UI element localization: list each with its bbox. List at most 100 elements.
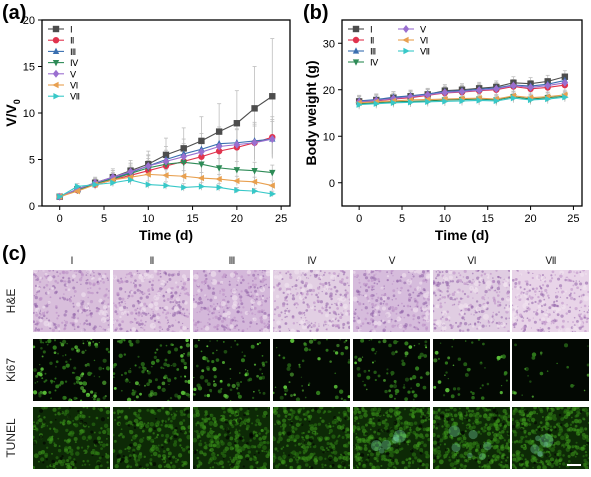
legend-marker <box>352 36 360 44</box>
micrograph-he-1 <box>33 270 110 332</box>
data-point <box>251 187 259 195</box>
y-tick-label: 15 <box>23 62 35 74</box>
x-tick-label: 25 <box>567 213 579 225</box>
data-point <box>162 172 169 179</box>
x-axis-label: Time (d) <box>139 227 193 243</box>
data-point <box>216 184 223 191</box>
plot-frame <box>341 19 583 207</box>
data-point <box>269 93 276 100</box>
data-point <box>424 90 431 99</box>
data-point <box>73 187 81 195</box>
column-label: Ⅵ <box>467 256 477 267</box>
legend-marker <box>352 59 360 66</box>
data-point <box>233 140 241 149</box>
y-tick-label: 20 <box>23 15 35 27</box>
data-point <box>527 96 535 104</box>
y-tick-label: 0 <box>29 201 35 213</box>
data-point <box>215 142 223 151</box>
data-point <box>442 98 449 105</box>
legend-label: Ⅱ <box>370 36 374 46</box>
micrograph-ki67-6 <box>433 339 510 401</box>
x-axis-label: Time (d) <box>435 227 489 243</box>
data-point <box>198 148 205 157</box>
y-axis-label: Body weight (g) <box>303 61 319 166</box>
data-point <box>510 94 518 102</box>
data-point <box>459 97 466 105</box>
data-point <box>179 173 187 180</box>
x-tick-label: 15 <box>482 213 494 225</box>
legend-label: Ⅴ <box>70 69 77 79</box>
legend-marker <box>402 25 410 33</box>
micrograph-he-2 <box>113 270 190 332</box>
data-point <box>251 168 258 175</box>
column-label: Ⅱ <box>149 256 155 267</box>
legend-label: Ⅶ <box>70 92 80 102</box>
legend-marker <box>52 60 60 67</box>
legend-label: Ⅳ <box>70 58 79 68</box>
data-point <box>493 97 501 105</box>
data-point <box>198 183 206 190</box>
data-point <box>356 101 363 108</box>
data-point <box>250 178 258 186</box>
micrograph-tunel-2 <box>113 407 190 469</box>
data-point <box>163 182 170 189</box>
data-point <box>545 95 552 103</box>
data-point <box>144 171 151 178</box>
data-point <box>527 83 534 92</box>
column-label: Ⅶ <box>545 256 557 267</box>
micrograph-he-6 <box>433 270 510 332</box>
data-point <box>180 159 187 167</box>
legend-label: Ⅱ <box>70 36 74 46</box>
micrograph-ki67-7 <box>512 339 589 401</box>
x-tick-label: 20 <box>524 213 536 225</box>
data-point <box>234 186 241 194</box>
legend-marker <box>52 81 59 89</box>
micrograph-tunel-3 <box>193 407 270 469</box>
data-point <box>57 193 64 200</box>
data-point <box>425 98 432 106</box>
data-point <box>197 174 205 182</box>
data-point <box>198 161 205 168</box>
data-point <box>181 184 188 191</box>
data-point <box>407 99 415 106</box>
column-label: Ⅲ <box>228 256 236 267</box>
data-point <box>198 137 205 145</box>
data-point <box>510 81 517 90</box>
data-point <box>233 177 240 185</box>
histology-grid: Ⅰ Ⅱ Ⅲ Ⅳ Ⅴ Ⅵ Ⅶ H&E Ki67 TUNEL <box>0 250 591 477</box>
y-tick-label: 10 <box>323 131 335 143</box>
data-point <box>145 181 153 188</box>
micrograph-ki67-3 <box>193 339 270 401</box>
micrograph-he-4 <box>273 270 350 332</box>
x-tick-label: 5 <box>101 213 107 225</box>
x-tick-label: 10 <box>142 213 154 225</box>
x-tick-label: 10 <box>439 213 451 225</box>
y-tick-label: 30 <box>323 38 335 50</box>
panel-label-c: (c) <box>2 243 27 265</box>
data-point <box>127 167 134 176</box>
legend-marker <box>52 69 60 78</box>
data-point <box>180 145 187 152</box>
panel-label-a: (a) <box>2 2 27 24</box>
legend-label: Ⅰ <box>70 25 73 35</box>
legend-marker <box>52 25 60 33</box>
micrograph-he-5 <box>353 270 430 332</box>
data-point <box>493 84 500 93</box>
legend-marker <box>52 37 60 44</box>
data-point <box>145 162 152 171</box>
data-point <box>269 135 276 144</box>
micrograph-tunel-1 <box>33 407 110 469</box>
data-point <box>562 93 569 101</box>
micrograph-tunel-5 <box>353 407 430 469</box>
micrograph-he-3 <box>193 270 270 332</box>
data-point <box>215 165 223 172</box>
legend-marker <box>53 93 60 100</box>
y-tick-label: 20 <box>323 85 335 97</box>
data-point <box>127 176 135 184</box>
row-label: TUNEL <box>4 418 18 458</box>
data-point <box>215 147 223 155</box>
legend-marker <box>352 47 360 54</box>
scale-bar <box>567 464 581 466</box>
legend-label: Ⅵ <box>420 36 428 46</box>
